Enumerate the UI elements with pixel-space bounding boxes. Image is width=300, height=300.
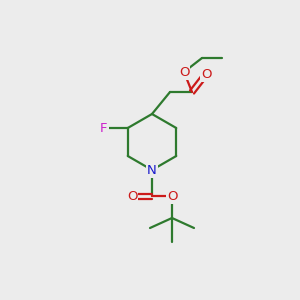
Text: O: O [201, 68, 211, 80]
Text: O: O [167, 190, 177, 202]
Text: O: O [127, 190, 137, 202]
Text: F: F [100, 122, 107, 134]
Text: O: O [179, 65, 189, 79]
Text: N: N [147, 164, 157, 176]
